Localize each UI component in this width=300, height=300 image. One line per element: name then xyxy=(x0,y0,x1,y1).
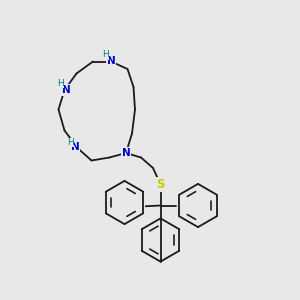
Text: H: H xyxy=(102,50,109,59)
Text: N: N xyxy=(122,148,130,158)
Text: H: H xyxy=(57,79,63,88)
Text: N: N xyxy=(106,56,116,67)
Text: S: S xyxy=(156,178,165,191)
Text: N: N xyxy=(70,142,80,152)
Text: H: H xyxy=(67,138,74,147)
Text: N: N xyxy=(61,85,70,95)
